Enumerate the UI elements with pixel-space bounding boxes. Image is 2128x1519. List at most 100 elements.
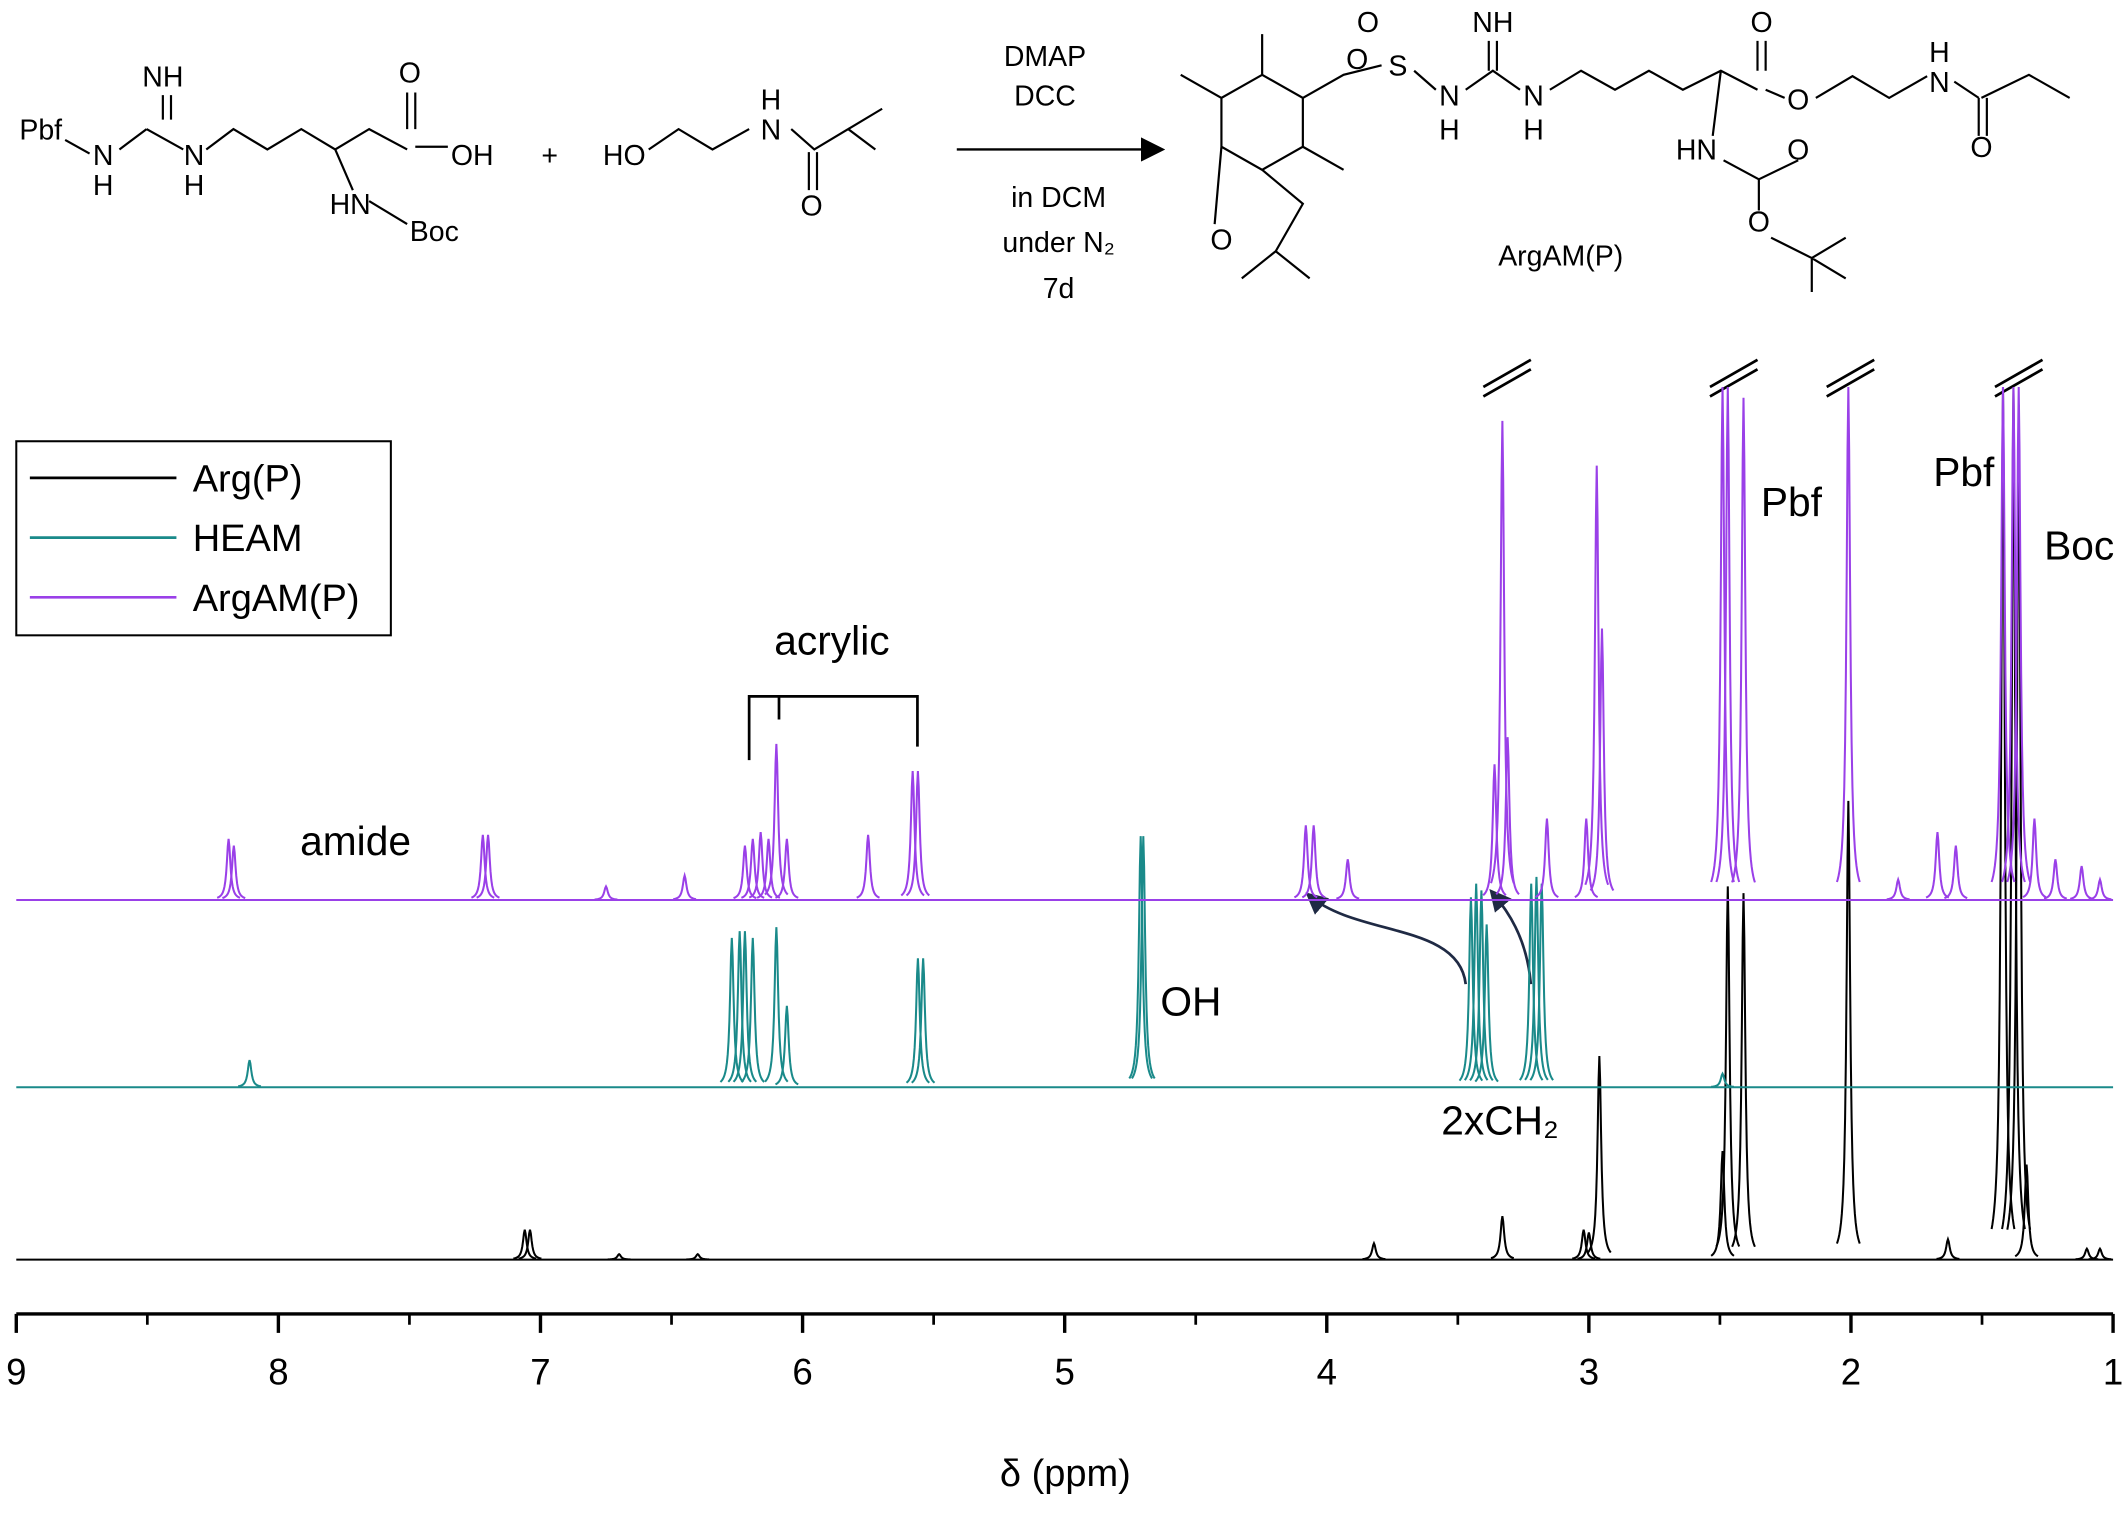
peak bbox=[1131, 836, 1156, 1079]
scheme-label: OH bbox=[451, 140, 494, 172]
peak bbox=[2088, 876, 2112, 901]
scheme-label: in DCM bbox=[1011, 182, 1106, 214]
legend-label: ArgAM(P) bbox=[193, 578, 360, 620]
peak bbox=[1490, 1216, 1515, 1260]
peak bbox=[748, 832, 773, 899]
x-tick-label: 6 bbox=[792, 1351, 812, 1392]
peak bbox=[764, 743, 789, 896]
bracket bbox=[747, 695, 919, 761]
peak bbox=[607, 1252, 631, 1261]
peak bbox=[1731, 893, 1756, 1248]
x-tick-label: 3 bbox=[1579, 1351, 1599, 1392]
annotation: OH bbox=[1160, 978, 1221, 1024]
peak bbox=[1482, 764, 1507, 896]
peak bbox=[1474, 924, 1499, 1083]
peak bbox=[1495, 737, 1520, 895]
peak bbox=[1711, 1071, 1735, 1088]
scheme-label: H bbox=[93, 170, 114, 202]
peak bbox=[222, 845, 246, 900]
annotation: Boc bbox=[2044, 522, 2114, 568]
peak bbox=[1835, 386, 1861, 883]
axis-breaks bbox=[1482, 358, 2044, 398]
scheme-label: O bbox=[1750, 7, 1772, 39]
peak bbox=[1835, 800, 1861, 1244]
peak bbox=[2014, 1164, 2039, 1258]
scheme-label: O bbox=[800, 190, 822, 222]
scheme-label: N bbox=[1929, 67, 1950, 99]
peak bbox=[1572, 1229, 1596, 1260]
scheme-label: HO bbox=[603, 140, 646, 172]
scheme bbox=[64, 34, 2071, 292]
peak bbox=[1944, 845, 1968, 900]
bonds bbox=[64, 92, 448, 226]
peak bbox=[216, 838, 241, 899]
peak bbox=[594, 884, 618, 901]
peak bbox=[733, 845, 757, 900]
peak bbox=[1587, 1056, 1612, 1254]
peak bbox=[1710, 386, 1735, 883]
scheme-label: O bbox=[1357, 7, 1379, 39]
peak bbox=[775, 838, 799, 899]
scheme-label: HN bbox=[1676, 135, 1717, 167]
peak bbox=[1589, 628, 1615, 891]
scheme-label: N bbox=[93, 140, 114, 172]
peak bbox=[1524, 876, 1549, 1081]
peak bbox=[1301, 825, 1326, 899]
peak bbox=[1463, 883, 1489, 1081]
peak bbox=[900, 770, 925, 897]
bonds bbox=[648, 107, 883, 191]
annotation: Pbf bbox=[1933, 449, 1995, 495]
x-tick-label: 1 bbox=[2103, 1351, 2123, 1392]
peak bbox=[2001, 386, 2026, 883]
bonds bbox=[1180, 34, 2071, 292]
peak bbox=[476, 834, 500, 899]
peak bbox=[911, 958, 936, 1084]
peak bbox=[1577, 1232, 1601, 1260]
x-tick-label: 9 bbox=[6, 1351, 26, 1392]
peak bbox=[1293, 825, 1318, 899]
scheme-label: O bbox=[399, 57, 421, 89]
annotation: Pbf bbox=[1761, 479, 1823, 525]
peak bbox=[727, 931, 752, 1083]
peak bbox=[1490, 420, 1515, 884]
peak bbox=[1925, 832, 1950, 899]
scheme-label: H bbox=[1439, 114, 1460, 146]
peak bbox=[2022, 818, 2047, 899]
peak bbox=[1584, 465, 1610, 886]
scheme-label: O bbox=[1970, 132, 1992, 164]
scheme-label: HN bbox=[330, 189, 371, 221]
peak bbox=[471, 834, 495, 899]
scheme-label: NH bbox=[1472, 7, 1513, 39]
peak bbox=[1128, 836, 1153, 1079]
scheme-label: under N₂ bbox=[1002, 227, 1114, 259]
x-axis-label: δ (ppm) bbox=[1000, 1453, 1131, 1495]
annotation: acrylic bbox=[774, 617, 889, 663]
scheme-label: N bbox=[761, 114, 782, 146]
peak bbox=[1362, 1240, 1386, 1261]
scheme-label: N bbox=[1523, 80, 1544, 112]
peak bbox=[1535, 818, 1559, 899]
x-tick-label: 5 bbox=[1054, 1351, 1074, 1392]
scheme-label: N bbox=[1439, 80, 1460, 112]
peak bbox=[856, 834, 880, 899]
scheme-label: O bbox=[1748, 207, 1770, 239]
peak bbox=[686, 1252, 710, 1261]
peak bbox=[732, 931, 758, 1083]
peak bbox=[1458, 897, 1484, 1082]
break-marks bbox=[1482, 358, 2044, 398]
peak bbox=[2043, 859, 2068, 900]
peak bbox=[2088, 1246, 2112, 1261]
peak bbox=[1574, 818, 1599, 899]
scheme-label: 7d bbox=[1043, 273, 1075, 305]
annotation: amide bbox=[300, 818, 411, 864]
x-tick-label: 2 bbox=[1841, 1351, 1861, 1392]
legend-label: Arg(P) bbox=[193, 458, 303, 500]
peak bbox=[1886, 876, 1910, 901]
scheme-label: NH bbox=[142, 61, 183, 93]
scheme-label: Pbf bbox=[19, 114, 62, 146]
scheme-label: + bbox=[541, 140, 558, 172]
peak bbox=[1731, 397, 1756, 883]
peak bbox=[1518, 883, 1544, 1081]
peak bbox=[1710, 1150, 1735, 1257]
